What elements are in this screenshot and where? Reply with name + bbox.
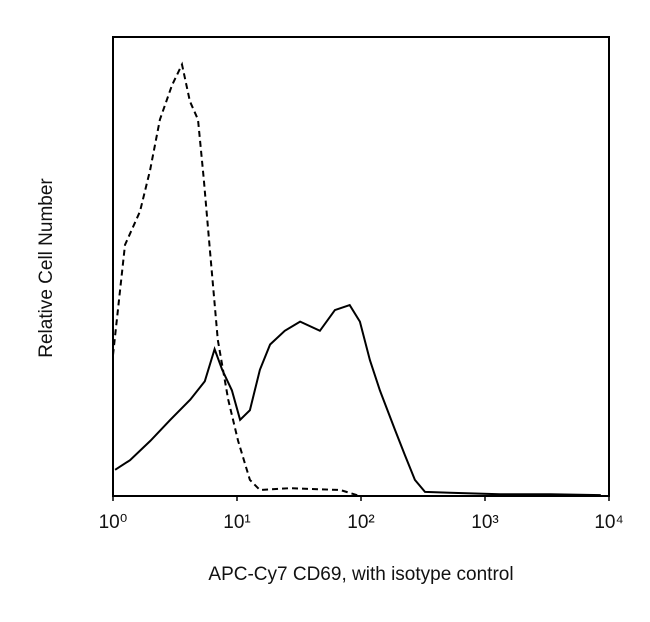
x-tick-label: 10³ bbox=[471, 512, 498, 533]
y-axis-label: Relative Cell Number bbox=[36, 178, 57, 358]
histogram-line bbox=[112, 61, 361, 497]
x-tick-label: 10⁰ bbox=[99, 512, 128, 533]
plot-frame bbox=[112, 36, 610, 497]
x-tick-label: 10⁴ bbox=[594, 512, 623, 533]
x-axis-label: APC-Cy7 CD69, with isotype control bbox=[208, 564, 513, 585]
x-tick-label: 10¹ bbox=[223, 512, 250, 533]
x-tick-label: 10² bbox=[347, 512, 374, 533]
histogram-line bbox=[114, 303, 601, 497]
